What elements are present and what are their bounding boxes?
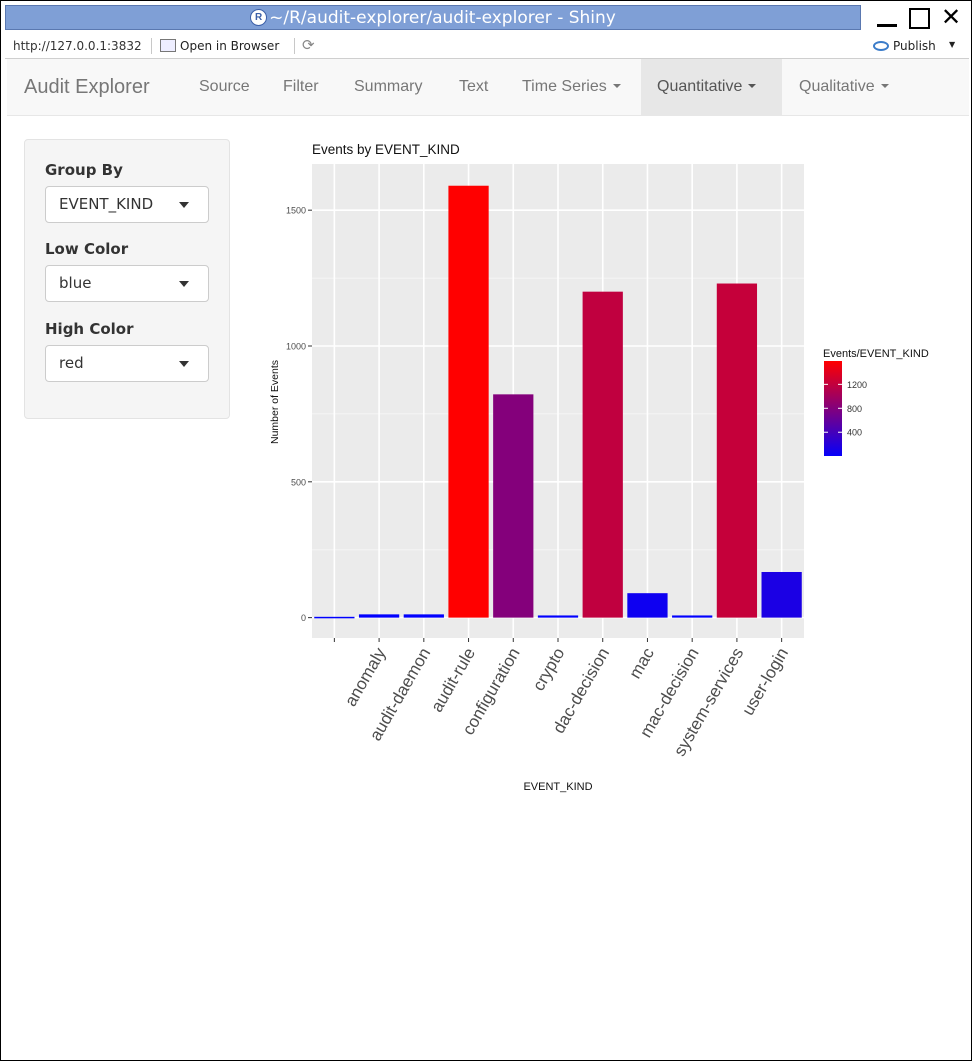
app-navbar: Audit Explorer Source Filter Summary Tex… [7,59,969,116]
chevron-down-icon [179,281,189,287]
group-by-value: EVENT_KIND [59,195,154,213]
refresh-icon[interactable]: ⟳ [302,36,315,54]
low-color-select[interactable]: blue [45,265,209,302]
x-tick-label: mac [625,644,658,682]
low-color-value: blue [59,274,92,292]
legend-ticks: 400 800 1200 [824,380,867,438]
chevron-down-icon [880,84,889,88]
window-title: ~/R/audit-explorer/audit-explorer - Shin… [269,7,616,28]
publish-icon [873,41,889,51]
x-axis-ticks: anomalyaudit-daemonaudit-ruleconfigurati… [333,638,792,760]
tab-label: Qualitative [799,78,875,95]
publish-dropdown-icon[interactable]: ▼ [949,40,956,49]
bar [403,614,444,618]
legend-colorbar [824,361,842,456]
y-axis-title: Number of Events [269,360,281,444]
bar [672,615,713,618]
group-by-select[interactable]: EVENT_KIND [45,186,209,223]
bars [314,185,802,619]
tab-label: Time Series [522,78,607,95]
y-tick-label: 0 [301,613,306,623]
bar [582,291,623,618]
bar [358,614,400,618]
bar [761,571,802,618]
tab-label: Filter [283,78,319,95]
chart-title: Events by EVENT_KIND [312,142,460,157]
tab-qualitative[interactable]: Qualitative [783,59,905,115]
publish-label: Publish [893,39,936,53]
bar [716,283,758,618]
chevron-down-icon [179,202,189,208]
legend-tick-label: 1200 [847,380,867,390]
tab-label: Quantitative [657,78,743,95]
tab-filter[interactable]: Filter [267,59,335,115]
bar [314,616,355,619]
x-tick-label: anomaly [341,644,390,710]
browser-icon [160,39,176,52]
viewer-toolbar: http://127.0.0.1:3832 Open in Browser ⟳ … [5,34,969,59]
open-in-browser-label: Open in Browser [180,39,280,53]
high-color-label: High Color [45,320,134,338]
url-display: http://127.0.0.1:3832 [13,39,142,53]
tab-label: Summary [354,78,423,95]
chevron-down-icon [612,84,621,88]
x-axis-title: EVENT_KIND [523,781,592,793]
maximize-icon[interactable] [908,7,930,29]
toolbar-divider [294,38,295,54]
tab-text[interactable]: Text [443,59,504,115]
minimize-icon[interactable] [876,7,898,29]
x-tick-label: audit-rule [427,645,479,716]
tab-label: Text [459,78,489,95]
high-color-value: red [59,354,84,372]
window-titlebar[interactable]: R ~/R/audit-explorer/audit-explorer - Sh… [5,5,861,30]
low-color-label: Low Color [45,240,129,258]
bar [448,185,489,618]
y-axis-ticks: 0 500 1000 1500 [286,206,312,623]
close-icon[interactable]: ✕ [940,3,962,31]
legend-tick-label: 400 [847,428,862,438]
tab-time-series[interactable]: Time Series [506,59,637,115]
r-logo-icon: R [250,9,268,26]
toolbar-divider [151,38,152,54]
chevron-down-icon [748,84,757,88]
tab-summary[interactable]: Summary [338,59,438,115]
y-tick-label: 1500 [286,206,306,216]
bar [537,615,579,618]
legend-tick-label: 800 [847,404,862,414]
x-tick-label: crypto [529,645,569,695]
tab-label: Source [199,78,250,95]
bar [627,593,668,618]
legend-title: Events/EVENT_KIND [823,348,929,360]
open-in-browser-button[interactable]: Open in Browser [160,39,279,53]
group-by-label: Group By [45,161,123,179]
y-tick-label: 500 [291,477,306,487]
y-tick-label: 1000 [286,341,306,351]
high-color-select[interactable]: red [45,345,209,382]
sidebar-panel: Group By EVENT_KIND Low Color blue High … [24,139,230,419]
chevron-down-icon [179,361,189,367]
app-brand[interactable]: Audit Explorer [24,76,150,98]
publish-button[interactable]: Publish [873,39,936,53]
tab-quantitative[interactable]: Quantitative [641,59,782,115]
bar [493,394,534,618]
tab-source[interactable]: Source [183,59,266,115]
